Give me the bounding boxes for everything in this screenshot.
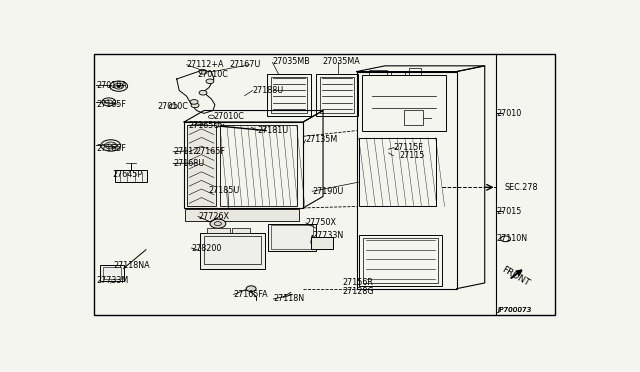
Text: 27168U: 27168U <box>173 159 205 168</box>
Bar <box>362 75 446 131</box>
Bar <box>269 224 316 251</box>
Bar <box>187 125 216 206</box>
Text: 27128G: 27128G <box>342 287 374 296</box>
Text: JP700073: JP700073 <box>498 307 532 312</box>
Circle shape <box>110 81 127 92</box>
Text: 27115: 27115 <box>399 151 425 160</box>
Bar <box>271 77 307 113</box>
Bar <box>232 228 250 233</box>
Bar <box>310 237 333 250</box>
Bar <box>392 71 405 75</box>
Bar <box>268 74 311 116</box>
Text: 27010C: 27010C <box>157 102 188 111</box>
Text: JP700073: JP700073 <box>498 307 532 312</box>
Bar <box>316 74 358 116</box>
Circle shape <box>117 85 120 87</box>
Text: 27165F: 27165F <box>97 144 126 153</box>
Text: 27035MB: 27035MB <box>273 57 310 66</box>
Text: 27167U: 27167U <box>230 60 261 68</box>
Text: 27165FA: 27165FA <box>234 290 268 299</box>
Text: 278200: 278200 <box>191 244 222 253</box>
Bar <box>100 265 124 281</box>
Text: 27188U: 27188U <box>253 86 284 95</box>
Circle shape <box>114 83 124 89</box>
Text: 27110N: 27110N <box>497 234 528 243</box>
Text: 27645P: 27645P <box>112 170 142 179</box>
Text: 27181U: 27181U <box>257 126 289 135</box>
Bar <box>359 235 442 286</box>
Text: 27156R: 27156R <box>342 279 372 288</box>
Text: 27118NA: 27118NA <box>114 261 150 270</box>
Text: 27010A: 27010A <box>97 81 127 90</box>
Bar <box>271 225 312 249</box>
Text: SEC.278: SEC.278 <box>504 183 538 192</box>
Bar <box>198 161 207 165</box>
Text: 27733M: 27733M <box>97 276 129 285</box>
Text: 27010: 27010 <box>497 109 522 118</box>
Text: 27010C: 27010C <box>197 70 228 79</box>
Bar <box>207 228 230 233</box>
Text: 27010C: 27010C <box>213 112 244 121</box>
Text: 27015: 27015 <box>497 207 522 216</box>
Text: 27112+A: 27112+A <box>187 60 224 68</box>
Text: 27135M: 27135M <box>306 135 338 144</box>
Circle shape <box>196 122 202 126</box>
Circle shape <box>190 100 198 104</box>
Text: 27165F: 27165F <box>196 147 225 156</box>
Text: FRONT: FRONT <box>500 264 532 288</box>
Text: 27165F: 27165F <box>97 100 126 109</box>
Text: 27733N: 27733N <box>312 231 344 240</box>
Text: 27115F: 27115F <box>394 143 423 152</box>
Text: 27118N: 27118N <box>273 295 305 304</box>
Bar <box>115 170 147 182</box>
Circle shape <box>210 219 226 228</box>
Bar <box>204 236 260 264</box>
Circle shape <box>169 104 177 109</box>
Bar <box>369 70 387 75</box>
Bar <box>220 125 297 206</box>
Text: 27035MA: 27035MA <box>322 57 360 66</box>
Circle shape <box>199 70 207 74</box>
Bar <box>409 68 421 75</box>
Circle shape <box>191 148 199 153</box>
Text: 27165U: 27165U <box>188 121 220 130</box>
Circle shape <box>191 103 199 108</box>
Text: 27726X: 27726X <box>198 212 229 221</box>
Text: 27185U: 27185U <box>208 186 239 195</box>
Text: 27190U: 27190U <box>312 187 344 196</box>
Bar <box>356 71 456 289</box>
Bar <box>363 238 438 283</box>
Text: 27750X: 27750X <box>306 218 337 227</box>
Bar <box>200 233 264 269</box>
Circle shape <box>214 123 221 127</box>
Bar <box>185 209 300 221</box>
Circle shape <box>206 79 214 84</box>
Bar <box>184 122 303 208</box>
Circle shape <box>101 140 121 151</box>
Text: 27112: 27112 <box>173 147 198 156</box>
Bar <box>319 77 354 113</box>
Bar <box>359 138 436 206</box>
Bar <box>103 267 121 279</box>
Circle shape <box>204 150 211 154</box>
Bar <box>404 110 423 125</box>
Circle shape <box>199 90 207 95</box>
Circle shape <box>246 286 256 292</box>
